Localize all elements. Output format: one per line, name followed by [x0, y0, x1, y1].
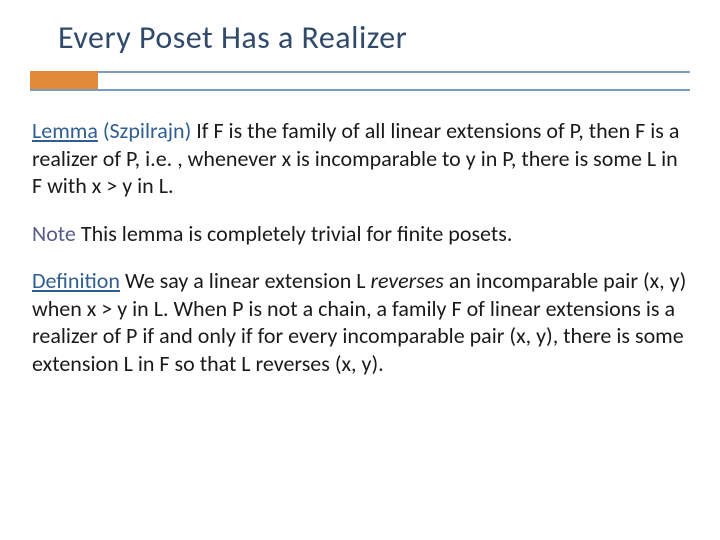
- lemma-attribution: (Szpilrajn): [98, 117, 191, 144]
- rule-bottom-line: [30, 89, 690, 91]
- lemma-paragraph: Lemma (Szpilrajn) If F is the family of …: [32, 117, 688, 200]
- definition-emph: reverses: [370, 267, 443, 294]
- body-content: Lemma (Szpilrajn) If F is the family of …: [30, 117, 690, 377]
- page-title: Every Poset Has a Realizer: [58, 18, 690, 57]
- definition-paragraph: Definition We say a linear extension L r…: [32, 267, 688, 377]
- note-label: Note: [32, 220, 76, 247]
- definition-text-a: We say a linear extension L: [120, 267, 370, 294]
- note-text: This lemma is completely trivial for fin…: [76, 220, 513, 247]
- definition-label: Definition: [32, 267, 120, 294]
- lemma-label: Lemma: [32, 117, 98, 144]
- note-paragraph: Note This lemma is completely trivial fo…: [32, 220, 688, 248]
- slide: Every Poset Has a Realizer Lemma (Szpilr…: [0, 0, 720, 540]
- rule-top-line: [30, 71, 690, 73]
- title-rule: [30, 71, 690, 93]
- accent-block: [30, 71, 98, 91]
